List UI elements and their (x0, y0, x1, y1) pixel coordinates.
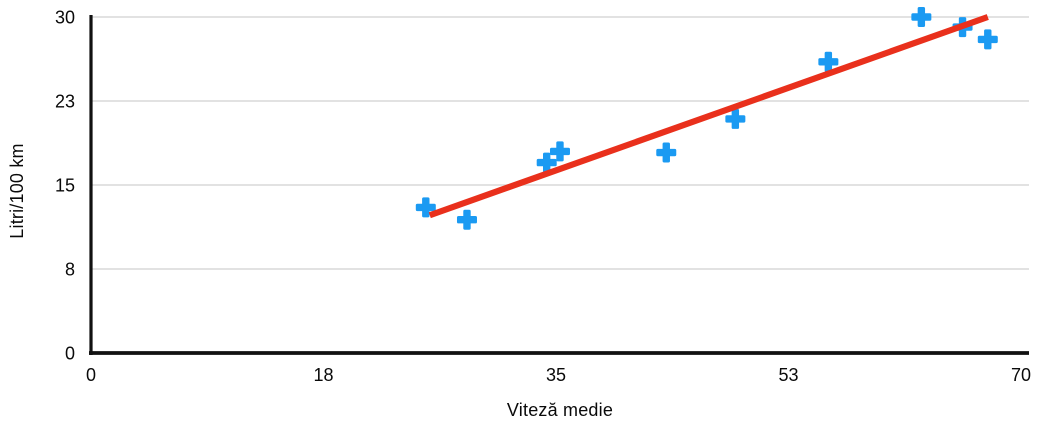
x-tick-label: 18 (313, 365, 333, 385)
x-tick-label: 53 (778, 365, 798, 385)
plus-marker-vertical-bar (917, 7, 926, 27)
y-tick-label: 0 (65, 344, 75, 364)
data-point (456, 209, 477, 230)
y-tick-label: 30 (55, 8, 75, 28)
trendline (428, 14, 989, 219)
data-point (656, 142, 677, 163)
plus-marker-vertical-bar (662, 142, 670, 163)
plus-marker-vertical-bar (556, 141, 564, 162)
data-point (818, 51, 839, 72)
data-point (536, 152, 557, 173)
plus-marker-vertical-bar (543, 152, 551, 173)
y-tick-label: 8 (65, 260, 75, 280)
x-tick-label: 70 (1011, 365, 1031, 385)
data-point (415, 197, 436, 218)
y-axis-title: Litri/100 km (7, 143, 27, 239)
data-point (725, 108, 746, 129)
x-tick-label: 35 (546, 365, 566, 385)
data-point (977, 29, 998, 50)
data-point (911, 7, 932, 27)
plus-marker-vertical-bar (984, 29, 992, 50)
plus-marker-vertical-bar (422, 197, 430, 218)
y-tick-label: 15 (55, 176, 75, 196)
data-point (549, 141, 570, 162)
y-tick-label: 23 (55, 92, 75, 112)
plus-marker-vertical-bar (463, 209, 471, 230)
x-tick-label: 0 (86, 365, 96, 385)
x-axis-title: Viteză medie (506, 400, 614, 420)
plus-marker-vertical-bar (731, 108, 740, 129)
plus-marker-vertical-bar (824, 51, 833, 72)
